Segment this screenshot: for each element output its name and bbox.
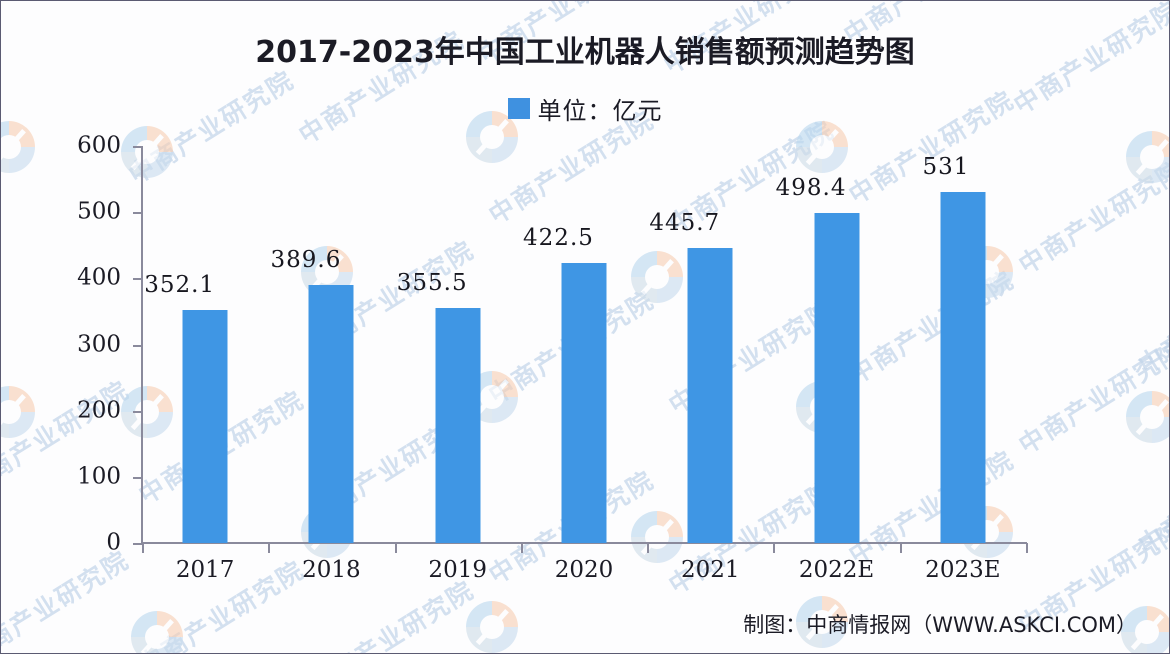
chart-legend: 单位：亿元 bbox=[1, 91, 1169, 126]
y-axis-tick-label: 100 bbox=[77, 463, 121, 490]
bar-value-label: 352.1 bbox=[144, 272, 216, 299]
x-axis-tick bbox=[142, 543, 144, 553]
y-axis-tick: 600 bbox=[77, 132, 142, 158]
x-axis-tick bbox=[268, 543, 271, 553]
y-axis-tick-label: 500 bbox=[77, 198, 121, 225]
x-axis-category-label: 2020 bbox=[554, 557, 614, 583]
y-axis-tick: 300 bbox=[77, 331, 142, 357]
y-axis-tick-label: 200 bbox=[77, 397, 121, 424]
x-axis-tick bbox=[773, 543, 776, 553]
y-axis-tick-label: 300 bbox=[77, 330, 121, 357]
y-axis-tick-label: 400 bbox=[77, 264, 121, 291]
bar-group: 355.5 2019 bbox=[395, 146, 521, 583]
bar-value-label: 422.5 bbox=[523, 225, 594, 252]
x-axis-category-label: 2023E bbox=[925, 557, 1001, 583]
y-axis-tick: 500 bbox=[77, 199, 142, 225]
source-note: 制图：中商情报网（WWW.ASKCI.COM） bbox=[743, 613, 1137, 637]
x-axis-tick bbox=[520, 543, 523, 553]
x-axis-category-label: 2018 bbox=[302, 557, 361, 583]
bar[interactable] bbox=[814, 213, 860, 543]
x-axis-category-label: 2019 bbox=[428, 557, 487, 583]
bar[interactable] bbox=[182, 310, 228, 543]
y-axis-tick: 100 bbox=[77, 463, 142, 489]
legend-color-swatch bbox=[507, 98, 530, 119]
bar-group: 498.4 2022E bbox=[773, 146, 899, 583]
x-axis-category-label: 2017 bbox=[175, 557, 235, 583]
bar-group: 389.6 2018 bbox=[268, 146, 394, 583]
x-axis-tick bbox=[1026, 543, 1028, 553]
bar-value-label: 498.4 bbox=[775, 175, 847, 202]
bar[interactable] bbox=[687, 248, 733, 543]
y-axis-tick: 0 bbox=[106, 529, 142, 555]
bar-group: 445.7 2021 bbox=[647, 146, 773, 583]
x-axis-category-label: 2022E bbox=[798, 557, 875, 583]
x-axis-tick bbox=[394, 543, 397, 553]
y-axis-tick: 400 bbox=[77, 265, 142, 291]
bar-group: 422.5 2020 bbox=[521, 146, 647, 583]
x-axis-category-label: 2021 bbox=[681, 557, 740, 583]
x-axis-line bbox=[141, 542, 1027, 544]
bar-value-label: 389.6 bbox=[270, 247, 342, 274]
y-axis-tick-label: 0 bbox=[106, 529, 121, 556]
bar-value-label: 355.5 bbox=[396, 269, 468, 296]
y-axis-tick-label: 600 bbox=[77, 132, 121, 159]
x-axis-tick bbox=[899, 543, 902, 553]
bar-group: 352.1 2017 bbox=[142, 146, 268, 583]
bar-value-label: 531 bbox=[922, 153, 970, 180]
bar[interactable] bbox=[435, 307, 481, 543]
bar[interactable] bbox=[308, 285, 354, 543]
legend-label: 单位：亿元 bbox=[537, 97, 663, 125]
chart-title: 2017-2023年中国工业机器人销售额预测趋势图 bbox=[255, 35, 915, 70]
plot-area: 0 100 200 300 400 500 600 352.1 2017 389.6 2018 35… bbox=[77, 132, 1028, 583]
bar[interactable] bbox=[940, 191, 986, 543]
bar[interactable] bbox=[561, 263, 607, 543]
x-axis-tick bbox=[647, 543, 650, 553]
bar-value-label: 445.7 bbox=[649, 210, 721, 237]
y-axis-tick: 200 bbox=[77, 397, 142, 423]
bar-group: 531 2023E bbox=[900, 146, 1026, 583]
y-axis-line bbox=[141, 146, 143, 543]
